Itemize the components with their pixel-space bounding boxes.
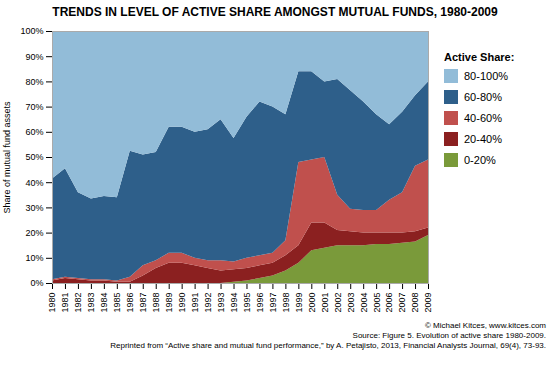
svg-text:Share of mutual fund assets: Share of mutual fund assets — [2, 101, 12, 214]
svg-text:1982: 1982 — [73, 293, 83, 313]
svg-text:1990: 1990 — [177, 293, 187, 313]
svg-text:40%: 40% — [25, 178, 43, 188]
html-text:© Michael Kitces, www.kitces.c: © Michael Kitces, www.kitces.com — [425, 321, 546, 330]
svg-text:2005: 2005 — [372, 293, 382, 313]
svg-text:1986: 1986 — [125, 293, 135, 313]
svg-text:2006: 2006 — [384, 293, 394, 313]
svg-text:2008: 2008 — [410, 293, 420, 313]
svg-text:1994: 1994 — [229, 293, 239, 313]
svg-text:100%: 100% — [20, 26, 43, 36]
svg-text:2002: 2002 — [333, 293, 343, 313]
html-text:Source: Figure 5. Evolution of: Source: Figure 5. Evolution of active sh… — [352, 331, 546, 340]
svg-text:60%: 60% — [25, 127, 43, 137]
svg-text:2009: 2009 — [423, 293, 433, 313]
svg-text:1983: 1983 — [86, 293, 96, 313]
svg-text:50%: 50% — [25, 152, 43, 162]
svg-text:1998: 1998 — [281, 293, 291, 313]
html-text:TRENDS IN LEVEL OF ACTIVE SHAR: TRENDS IN LEVEL OF ACTIVE SHARE AMONGST … — [52, 5, 498, 19]
svg-text:30%: 30% — [25, 203, 43, 213]
svg-text:90%: 90% — [25, 52, 43, 62]
svg-text:1981: 1981 — [60, 293, 70, 313]
svg-text:1992: 1992 — [203, 293, 213, 313]
svg-text:1980: 1980 — [47, 293, 57, 313]
svg-text:2001: 2001 — [320, 293, 330, 313]
html-text:0-20%: 0-20% — [464, 154, 496, 166]
svg-text:2004: 2004 — [359, 293, 369, 313]
html-text:Reprinted from “Active share a: Reprinted from “Active share and mutual … — [110, 341, 546, 350]
svg-text:0%: 0% — [30, 278, 43, 288]
svg-text:1991: 1991 — [190, 293, 200, 313]
svg-text:10%: 10% — [25, 253, 43, 263]
svg-text:2003: 2003 — [346, 293, 356, 313]
svg-text:1993: 1993 — [216, 293, 226, 313]
svg-text:1984: 1984 — [99, 293, 109, 313]
html-text:80-100%: 80-100% — [464, 70, 508, 82]
svg-text:1987: 1987 — [138, 293, 148, 313]
svg-text:80%: 80% — [25, 77, 43, 87]
svg-text:1985: 1985 — [112, 293, 122, 313]
svg-text:1988: 1988 — [151, 293, 161, 313]
html-text:Active Share:: Active Share: — [444, 51, 515, 63]
svg-text:1999: 1999 — [294, 293, 304, 313]
html-text:40-60%: 40-60% — [464, 112, 502, 124]
svg-text:1989: 1989 — [164, 293, 174, 313]
svg-text:1997: 1997 — [268, 293, 278, 313]
html-text:20-40%: 20-40% — [464, 133, 502, 145]
svg-text:1995: 1995 — [242, 293, 252, 313]
svg-text:2000: 2000 — [307, 293, 317, 313]
svg-text:20%: 20% — [25, 228, 43, 238]
svg-text:70%: 70% — [25, 102, 43, 112]
svg-text:2007: 2007 — [397, 293, 407, 313]
svg-text:1996: 1996 — [255, 293, 265, 313]
html-text:60-80%: 60-80% — [464, 91, 502, 103]
